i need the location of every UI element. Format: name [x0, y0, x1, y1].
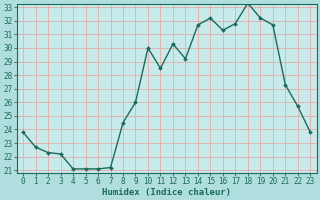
X-axis label: Humidex (Indice chaleur): Humidex (Indice chaleur): [102, 188, 231, 197]
